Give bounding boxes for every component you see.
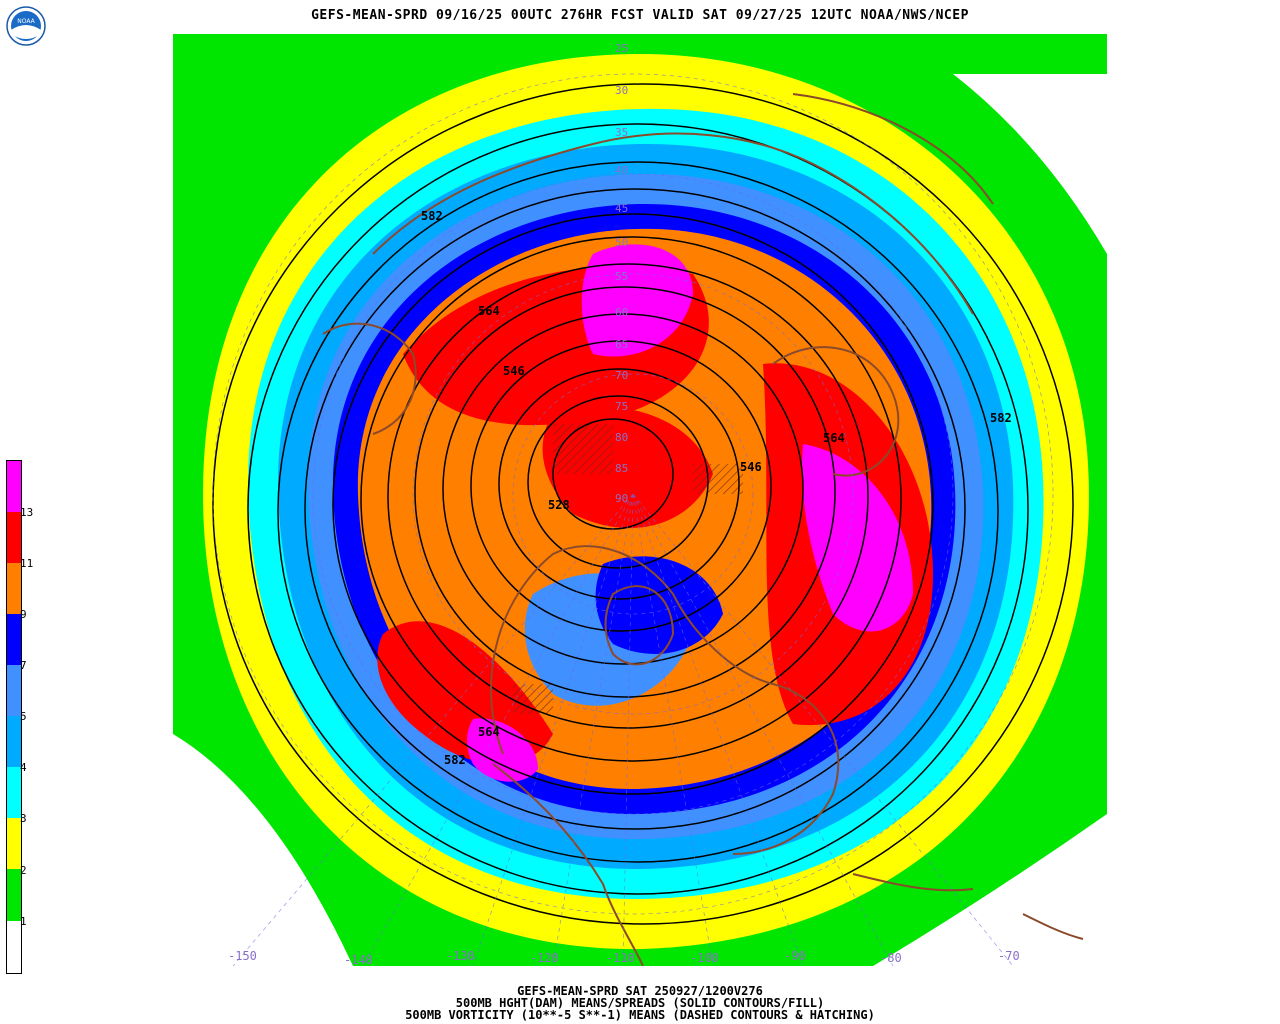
legend-label: 7 (20, 659, 27, 672)
legend-band (7, 563, 21, 614)
lon-label: -90 (784, 949, 806, 963)
legend-band (7, 921, 21, 973)
contour-label: 564 (478, 304, 500, 318)
contour-label: 582 (444, 753, 466, 767)
height-contours (212, 83, 1074, 925)
greenland-outline (604, 585, 675, 666)
contour-label: 546 (740, 460, 762, 474)
lon-label: -140 (344, 953, 373, 967)
contour-label: 564 (478, 725, 500, 739)
lon-label: -80 (880, 951, 902, 965)
legend-label: 1 (20, 915, 27, 928)
band-magenta-north (581, 244, 693, 357)
legend-label: 2 (20, 864, 27, 877)
forecast-map: 25 30 35 40 45 50 55 60 65 70 75 80 85 9… (173, 34, 1107, 966)
contour-label: 564 (823, 431, 845, 445)
caribbean-outline (852, 873, 1084, 940)
contour-label: 582 (990, 411, 1012, 425)
legend-band (7, 461, 21, 512)
legend-label: 5 (20, 710, 27, 723)
white-low-spread-se (173, 734, 353, 966)
lat-label: 60 (615, 306, 628, 319)
legend-band (7, 716, 21, 767)
legend-band (7, 665, 21, 716)
band-dark-blue-interior (595, 556, 723, 654)
land-outlines (322, 93, 1084, 966)
lon-label: -120 (530, 951, 559, 965)
lat-label: 35 (615, 126, 628, 139)
latitude-labels: 25 30 35 40 45 50 55 60 65 70 75 80 85 9… (615, 42, 628, 505)
svg-text:NOAA: NOAA (17, 18, 35, 25)
band-magenta-east (802, 444, 913, 632)
legend-band (7, 614, 21, 665)
footer-line-1: GEFS-MEAN-SPRD SAT 250927/1200V276 (517, 984, 763, 998)
footer-line-3: 500MB VORTICITY (10**-5 S**-1) MEANS (DA… (405, 1008, 875, 1022)
lon-label: -130 (446, 949, 475, 963)
lat-label: 25 (615, 42, 628, 55)
vorticity-hatch-2 (693, 464, 743, 494)
legend-label: 11 (20, 557, 34, 570)
asia-outline (372, 93, 994, 315)
legend-label: 13 (20, 506, 34, 519)
contour-label: 582 (421, 209, 443, 223)
legend-band (7, 818, 21, 869)
noaa-logo-icon: NOAA (6, 6, 46, 46)
footer-line-2: 500MB HGHT(DAM) MEANS/SPREADS (SOLID CON… (455, 996, 825, 1010)
lat-label: 30 (615, 84, 628, 97)
lat-label: 80 (615, 431, 628, 444)
vorticity-hatch-1 (553, 424, 613, 474)
lon-label: -110 (606, 951, 635, 965)
europe-outline (772, 346, 900, 477)
lat-label: 85 (615, 462, 628, 475)
legend-band (7, 869, 21, 921)
lat-label: 45 (615, 202, 628, 215)
lat-label: 90 (615, 492, 628, 505)
contour-label: 546 (503, 364, 525, 378)
lat-lon-grid (212, 73, 1054, 966)
contour-label: 528 (548, 498, 570, 512)
north-america-outline (490, 545, 840, 966)
lat-label: 65 (615, 338, 628, 351)
white-low-spread-ne (953, 74, 1107, 254)
chart-title: GEFS-MEAN-SPRD 09/16/25 00UTC 276HR FCST… (311, 8, 969, 23)
lon-label: -70 (998, 949, 1020, 963)
legend-band (7, 512, 21, 563)
lat-label: 75 (615, 400, 628, 413)
lat-label: 40 (615, 164, 628, 177)
lat-label: 50 (615, 236, 628, 249)
legend-label: 9 (20, 608, 27, 621)
alaska-outline (322, 322, 417, 435)
legend-label: 4 (20, 761, 27, 774)
lon-label: -100 (690, 951, 719, 965)
legend-band (7, 767, 21, 818)
lon-label: -150 (228, 949, 257, 963)
white-low-spread-sw (873, 814, 1107, 966)
color-legend (6, 460, 22, 974)
lat-label: 70 (615, 369, 628, 382)
contour-labels: 582 564 546 528 546 564 582 564 582 (421, 209, 1012, 767)
legend-label: 3 (20, 812, 27, 825)
lat-label: 55 (615, 270, 628, 283)
